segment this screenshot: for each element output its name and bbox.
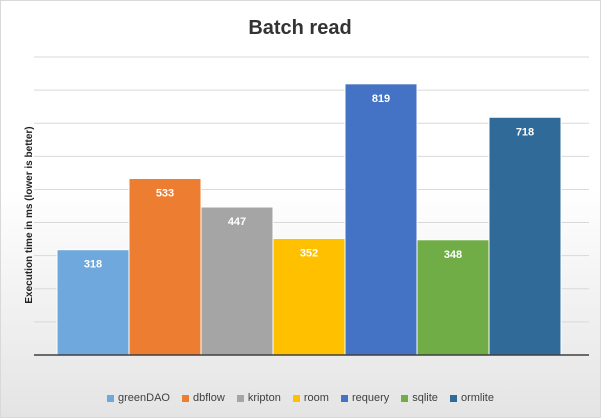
legend-label: greenDAO [118,392,170,404]
legend-swatch [236,394,244,402]
legend-label: kripton [247,392,281,404]
legend-label: dbflow [193,392,225,404]
legend-label: requery [351,392,390,404]
bar-requery [344,83,418,356]
chart-title: Batch read [248,17,351,39]
legend-item-requery: requery [340,392,390,404]
y-axis-label: Execution time in ms (lower is better) [24,126,35,303]
data-label-greendao: 318 [84,259,102,271]
data-label-requery: 819 [372,93,390,105]
legend-item-dbflow: dbflow [182,392,225,404]
legend-item-kripton: kripton [236,392,281,404]
data-label-ormlite: 718 [516,126,534,138]
data-label-dbflow: 533 [156,188,174,200]
bar-dbflow [128,178,202,356]
legend-swatch [340,394,348,402]
legend-item-room: room [292,392,329,404]
data-label-sqlite: 348 [444,249,462,261]
data-labels: 318 533 447 352 819 348 718 [84,93,534,271]
legend: greenDAO dbflow kripton room requery sqlite or… [97,386,504,410]
bars [56,83,562,356]
bar-kripton [200,206,274,356]
legend-item-ormlite: ormlite [449,392,494,404]
legend-swatch [292,394,300,402]
bar-ormlite [488,116,562,356]
legend-swatch [401,394,409,402]
legend-item-greendao: greenDAO [107,392,170,404]
legend-label: ormlite [460,392,494,404]
legend-label: sqlite [412,392,438,404]
data-label-room: 352 [300,247,318,259]
data-label-kripton: 447 [228,216,246,228]
legend-swatch [182,394,189,402]
legend-label: room [303,392,329,404]
legend-item-sqlite: sqlite [401,392,438,404]
legend-swatch [449,394,457,402]
legend-swatch [107,394,114,402]
